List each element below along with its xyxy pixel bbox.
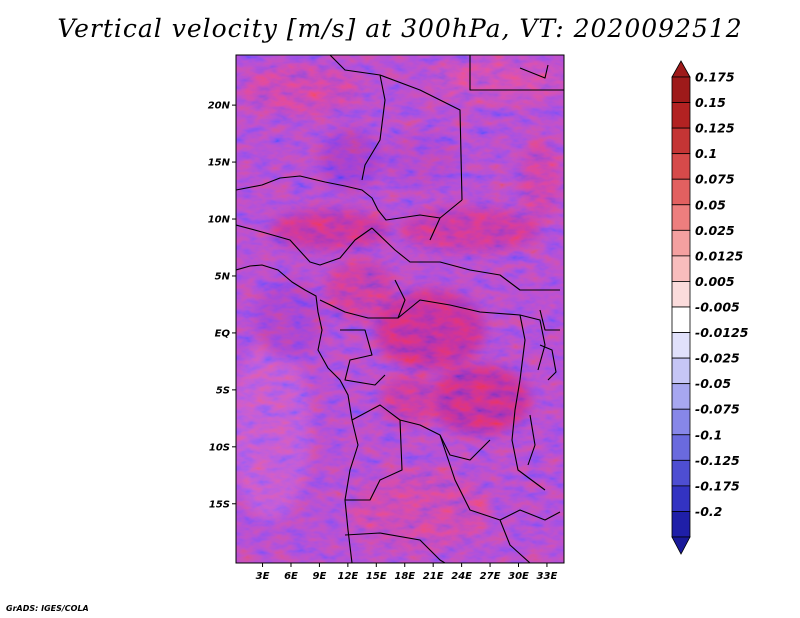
- colorbar-swatch: [671, 408, 691, 436]
- colorbar-level-label: -0.125: [695, 453, 740, 468]
- colorbar-level-label: 0.0125: [695, 248, 744, 263]
- lat-label: 5S: [216, 385, 230, 396]
- lat-label: EQ: [215, 328, 231, 339]
- lon-label: 15E: [366, 571, 387, 582]
- lon-label: 3E: [256, 571, 270, 582]
- lat-label: 15S: [209, 499, 230, 510]
- colorbar-level-label: 0.075: [695, 172, 735, 187]
- colorbar-swatch: [671, 127, 691, 155]
- lon-label: 6E: [284, 571, 298, 582]
- colorbar-swatch: [671, 459, 691, 487]
- colorbar-swatch: [671, 204, 691, 231]
- colorbar-level-label: 0.025: [695, 223, 735, 238]
- colorbar-level-label: -0.175: [695, 478, 740, 493]
- colorbar-swatch: [671, 281, 691, 308]
- colorbar-swatch: [671, 306, 691, 333]
- colorbar-level-label: 0.1: [695, 146, 717, 161]
- map-frame: [235, 54, 565, 564]
- lon-label: 27E: [480, 571, 501, 582]
- colorbar: 0.175 0.15 0.125 0.1 0.075 0.05 0.025 0.0125 0.0…: [671, 60, 749, 555]
- colorbar-swatch: [671, 434, 691, 461]
- footer-credit: GrADS: IGES/COLA: [6, 604, 89, 613]
- lon-label: 21E: [423, 571, 444, 582]
- lon-label: 33E: [537, 571, 558, 582]
- colorbar-level-label: 0.05: [695, 197, 726, 212]
- colorbar-swatch: [671, 357, 691, 385]
- lon-label: 24E: [451, 571, 472, 582]
- colorbar-level-label: -0.1: [695, 427, 722, 442]
- colorbar-swatch: [671, 332, 691, 359]
- colorbar-swatch: [671, 178, 691, 206]
- lat-label: 10S: [209, 442, 230, 453]
- colorbar-swatch: [671, 76, 691, 103]
- lon-label: 12E: [337, 571, 358, 582]
- lon-label: 9E: [313, 571, 327, 582]
- map-title: Vertical velocity [m/s] at 300hPa, VT: 2…: [57, 14, 743, 43]
- colorbar-bottom-cap: [671, 536, 691, 555]
- colorbar-swatch: [671, 102, 691, 129]
- lat-label: 5N: [215, 271, 231, 282]
- colorbar-level-label: -0.005: [695, 300, 740, 315]
- colorbar-top-cap: [671, 60, 691, 78]
- lon-label: 30E: [508, 571, 529, 582]
- lat-label: 10N: [208, 215, 231, 226]
- lat-label: 20N: [208, 101, 231, 112]
- colorbar-swatch: [671, 153, 691, 180]
- colorbar-level-label: 0.175: [695, 70, 735, 85]
- colorbar-level-label: -0.075: [695, 402, 740, 417]
- colorbar-swatch: [671, 229, 691, 257]
- colorbar-swatch: [671, 485, 691, 512]
- colorbar-level-label: 0.125: [695, 121, 735, 136]
- colorbar-level-label: -0.025: [695, 351, 740, 366]
- vertical-velocity-field: [236, 55, 564, 563]
- colorbar-level-label: 0.005: [695, 274, 735, 289]
- colorbar-level-label: -0.05: [695, 376, 731, 391]
- colorbar-level-label: -0.2: [695, 504, 722, 519]
- lat-label: 15N: [208, 158, 231, 169]
- colorbar-swatch: [671, 511, 691, 538]
- colorbar-swatch: [671, 255, 691, 282]
- colorbar-level-label: 0.15: [695, 95, 726, 110]
- colorbar-level-label: -0.0125: [695, 325, 749, 340]
- lon-label: 18E: [394, 571, 415, 582]
- colorbar-swatch: [671, 383, 691, 410]
